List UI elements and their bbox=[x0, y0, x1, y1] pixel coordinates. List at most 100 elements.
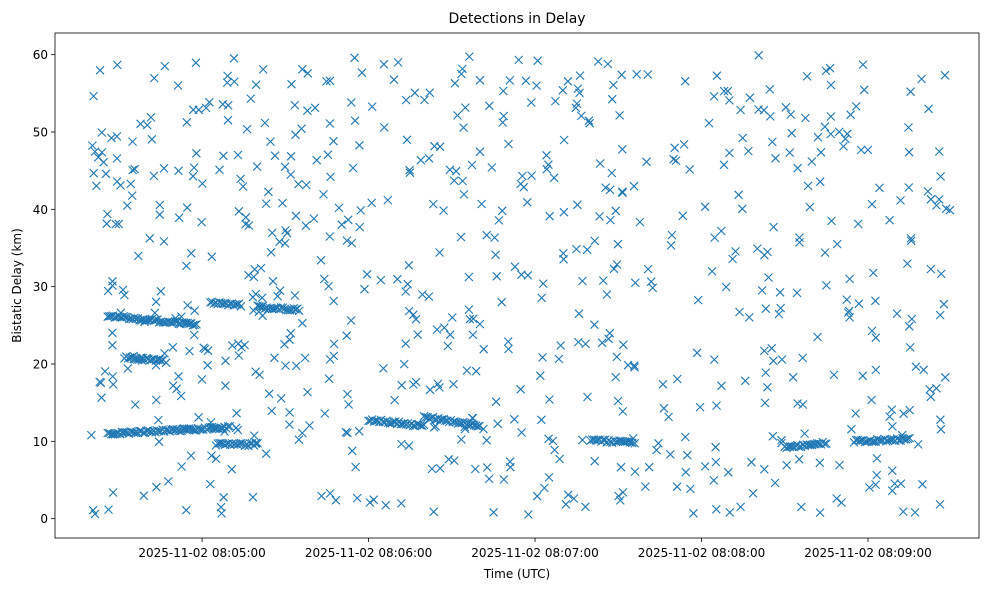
data-point bbox=[453, 419, 463, 428]
data-point bbox=[326, 172, 335, 182]
data-point bbox=[581, 502, 590, 512]
data-point bbox=[203, 346, 213, 356]
data-point bbox=[618, 488, 628, 497]
data-point bbox=[347, 238, 357, 248]
data-point bbox=[509, 414, 519, 424]
data-point bbox=[194, 412, 203, 422]
data-point bbox=[130, 400, 140, 409]
data-point bbox=[678, 211, 688, 221]
data-point bbox=[535, 371, 545, 381]
data-point bbox=[402, 135, 412, 145]
data-point bbox=[291, 211, 301, 221]
data-point bbox=[763, 382, 772, 392]
data-point bbox=[360, 284, 369, 294]
data-point bbox=[627, 438, 637, 448]
data-point bbox=[356, 206, 366, 215]
data-point bbox=[325, 232, 335, 241]
data-point bbox=[926, 392, 936, 402]
data-point bbox=[521, 76, 531, 86]
data-point bbox=[399, 359, 409, 369]
data-point bbox=[131, 354, 140, 364]
data-point bbox=[517, 171, 527, 181]
data-point bbox=[136, 119, 145, 129]
data-point bbox=[768, 431, 778, 441]
data-point bbox=[945, 205, 955, 215]
data-point bbox=[583, 392, 592, 402]
data-point bbox=[842, 295, 852, 304]
data-point bbox=[574, 309, 584, 319]
data-point bbox=[787, 128, 797, 138]
data-point bbox=[251, 367, 261, 377]
data-point bbox=[297, 428, 307, 438]
data-point bbox=[418, 290, 427, 299]
data-point bbox=[578, 276, 587, 286]
data-point bbox=[156, 286, 166, 296]
data-point bbox=[123, 364, 133, 373]
data-point bbox=[563, 490, 573, 500]
data-point bbox=[97, 128, 107, 137]
data-point bbox=[538, 279, 548, 288]
data-point bbox=[629, 181, 639, 191]
data-point bbox=[343, 428, 352, 438]
data-point bbox=[905, 343, 915, 352]
data-point bbox=[204, 97, 214, 107]
data-point bbox=[435, 248, 444, 257]
data-point bbox=[516, 384, 525, 394]
data-point bbox=[616, 462, 626, 472]
data-point bbox=[482, 435, 492, 445]
data-point bbox=[887, 405, 897, 414]
data-point bbox=[319, 190, 328, 199]
data-point bbox=[88, 505, 98, 515]
data-point bbox=[923, 187, 933, 196]
data-point bbox=[825, 63, 835, 73]
data-point bbox=[871, 480, 880, 489]
data-point bbox=[419, 420, 429, 430]
data-point bbox=[816, 147, 826, 157]
data-point bbox=[872, 454, 882, 463]
data-point bbox=[393, 58, 403, 67]
data-point bbox=[711, 504, 721, 514]
data-point bbox=[576, 111, 586, 121]
data-point bbox=[107, 133, 116, 143]
data-point bbox=[595, 159, 605, 168]
data-point bbox=[248, 492, 258, 502]
data-point bbox=[182, 203, 192, 213]
y-tick-label: 60 bbox=[33, 48, 48, 62]
data-point bbox=[807, 157, 817, 166]
data-point bbox=[322, 77, 331, 86]
data-point bbox=[648, 283, 658, 293]
data-point bbox=[615, 111, 624, 120]
data-point bbox=[682, 450, 692, 460]
data-point bbox=[813, 132, 823, 142]
data-point bbox=[225, 422, 235, 431]
data-point bbox=[731, 247, 740, 256]
data-point bbox=[155, 355, 164, 364]
data-point bbox=[192, 148, 201, 158]
data-point bbox=[479, 344, 489, 354]
data-point bbox=[111, 219, 121, 229]
y-tick-label: 0 bbox=[40, 512, 48, 526]
data-point bbox=[159, 163, 169, 173]
data-point bbox=[249, 431, 259, 440]
data-point bbox=[787, 442, 797, 451]
data-point bbox=[168, 424, 178, 434]
data-point bbox=[672, 374, 682, 384]
data-point bbox=[712, 401, 721, 410]
data-point bbox=[198, 179, 207, 188]
data-point bbox=[89, 91, 98, 101]
data-point bbox=[181, 505, 191, 515]
data-point bbox=[689, 508, 698, 518]
data-point bbox=[711, 457, 721, 467]
data-point bbox=[775, 287, 785, 297]
data-point bbox=[207, 451, 216, 460]
data-point bbox=[108, 328, 117, 338]
data-point bbox=[890, 479, 900, 488]
data-point bbox=[591, 436, 601, 445]
data-point bbox=[885, 435, 895, 445]
data-point bbox=[744, 313, 754, 322]
data-point bbox=[793, 399, 802, 408]
data-point bbox=[133, 251, 143, 261]
data-point bbox=[219, 492, 228, 502]
data-point bbox=[728, 254, 737, 264]
y-tick-label: 40 bbox=[33, 203, 48, 217]
